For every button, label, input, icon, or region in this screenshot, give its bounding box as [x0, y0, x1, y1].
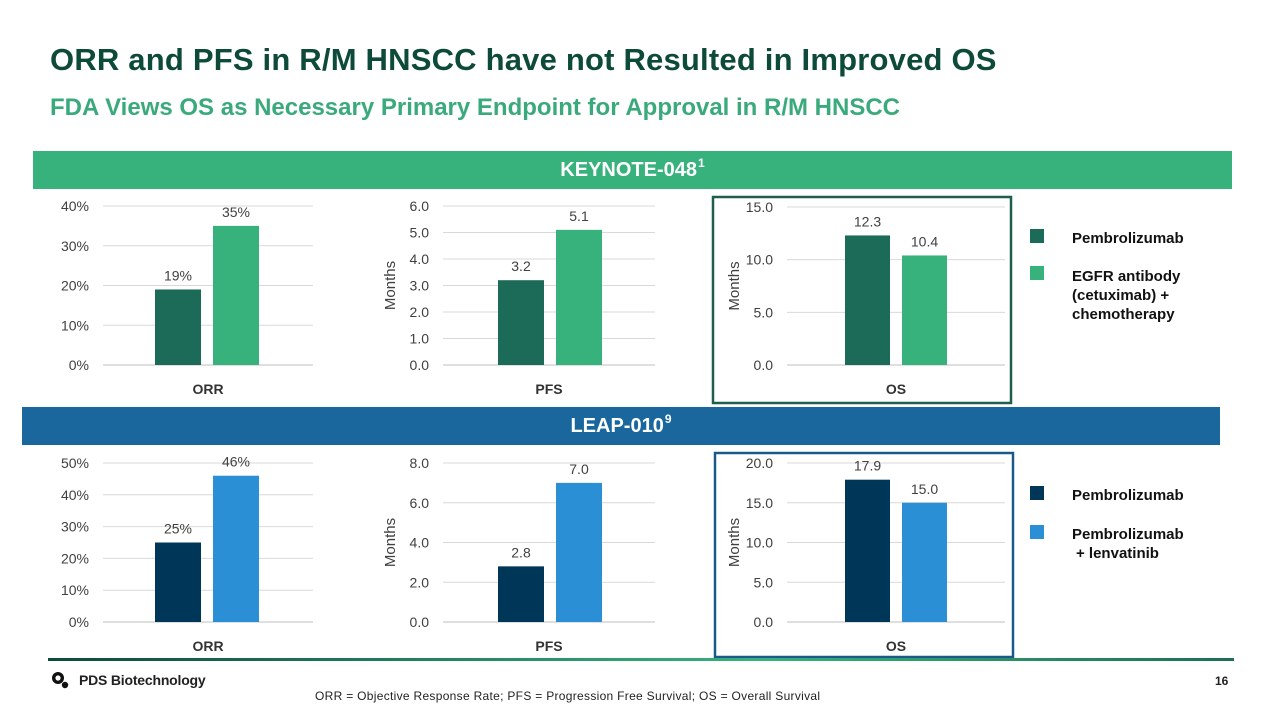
k-orr-category-label: ORR	[192, 381, 223, 397]
l-orr-category-label: ORR	[192, 638, 223, 654]
leap-legend-label-b-line2: + lenvatinib	[1076, 545, 1159, 562]
l-os-y-axis-label: Months	[726, 518, 743, 567]
l-os-highlight-frame	[713, 451, 1015, 659]
l-orr-data-label-1: 25%	[164, 521, 192, 537]
l-pfs-tick-label: 4.0	[410, 535, 430, 551]
keynote-legend-label-b-line1: EGFR antibody	[1072, 268, 1181, 285]
k-pfs-data-label-1: 3.2	[511, 258, 531, 274]
l-os-tick-label: 0.0	[754, 614, 774, 630]
company-logo: PDS Biotechnology	[50, 670, 206, 690]
l-orr-tick-label: 0%	[69, 614, 89, 630]
keynote-legend: Pembrolizumab EGFR antibody (cetuximab) …	[1030, 228, 1250, 328]
page-number: 16	[1215, 674, 1229, 688]
l-pfs-tick-label: 8.0	[410, 455, 430, 471]
k-pfs-data-label-2: 5.1	[569, 208, 589, 224]
k-pfs-tick-label: 1.0	[410, 331, 430, 347]
k-orr-tick-label: 0%	[69, 357, 89, 373]
l-pfs-data-label-2: 7.0	[569, 461, 589, 477]
k-orr-data-label-2: 35%	[222, 204, 250, 220]
footer-divider	[48, 658, 1234, 661]
k-pfs-tick-label: 5.0	[410, 225, 430, 241]
l-pfs-bar-1	[498, 566, 544, 622]
l-orr-tick-label: 20%	[61, 550, 89, 566]
leap-legend-label-a: Pembrolizumab	[1072, 487, 1184, 504]
keynote-legend-label-b-line2: (cetuximab) +	[1072, 287, 1170, 304]
k-os-category-label: OS	[886, 381, 906, 397]
l-orr-bar-1	[155, 542, 201, 622]
slide-title: ORR and PFS in R/M HNSCC have not Result…	[50, 42, 997, 77]
k-orr-tick-label: 40%	[61, 198, 89, 214]
l-orr-tick-label: 50%	[61, 455, 89, 471]
k-orr-tick-label: 10%	[61, 317, 89, 333]
k-orr-data-label-1: 19%	[164, 267, 192, 283]
keynote-band: KEYNOTE-048 1	[33, 151, 1232, 189]
l-pfs-tick-label: 0.0	[410, 614, 430, 630]
leap-legend-swatch-b	[1030, 525, 1044, 539]
l-pfs-category-label: PFS	[535, 638, 562, 654]
l-orr-tick-label: 10%	[61, 582, 89, 598]
keynote-legend-swatch-b	[1030, 266, 1044, 280]
leap-band: LEAP-010 9	[22, 407, 1220, 445]
k-pfs-tick-label: 2.0	[410, 304, 430, 320]
k-os-tick-label: 10.0	[746, 252, 773, 268]
k-os-bar-2	[902, 255, 947, 365]
l-pfs-tick-label: 2.0	[410, 574, 430, 590]
leap-legend-label-b-line1: Pembrolizumab	[1072, 526, 1184, 543]
k-os-tick-label: 15.0	[746, 199, 773, 215]
slide-subtitle: FDA Views OS as Necessary Primary Endpoi…	[50, 94, 900, 121]
l-os-tick-label: 10.0	[746, 535, 773, 551]
l-os-data-label-2: 15.0	[911, 481, 938, 497]
l-orr-data-label-2: 46%	[222, 454, 250, 470]
k-pfs-bar-2	[556, 229, 602, 365]
k-os-y-axis-label: Months	[726, 261, 743, 310]
l-os-category-label: OS	[886, 638, 906, 654]
k-orr-tick-label: 30%	[61, 238, 89, 254]
k-os-tick-label: 5.0	[754, 304, 774, 320]
k-pfs-tick-label: 0.0	[410, 357, 430, 373]
keynote-legend-label-a: Pembrolizumab	[1072, 230, 1184, 247]
footnote: ORR = Objective Response Rate; PFS = Pro…	[315, 689, 821, 703]
l-orr-tick-label: 30%	[61, 519, 89, 535]
k-os-bar-1	[845, 235, 890, 365]
l-os-bar-2	[902, 502, 947, 622]
k-os-highlight-frame	[711, 195, 1013, 405]
l-os-bar-1	[845, 479, 890, 622]
l-os-tick-label: 20.0	[746, 455, 773, 471]
l-pfs-y-axis-label: Months	[382, 518, 399, 567]
k-os-data-label-1: 12.3	[854, 213, 881, 229]
l-orr-bar-2	[213, 475, 259, 622]
l-os-tick-label: 5.0	[754, 574, 774, 590]
k-orr-tick-label: 20%	[61, 278, 89, 294]
k-os-tick-label: 0.0	[754, 357, 774, 373]
k-os-data-label-2: 10.4	[911, 233, 938, 249]
l-os-tick-label: 15.0	[746, 495, 773, 511]
logo-text: PDS Biotechnology	[79, 672, 206, 688]
l-os-data-label-1: 17.9	[854, 458, 881, 474]
k-pfs-bar-1	[498, 280, 544, 365]
l-pfs-data-label-1: 2.8	[511, 544, 531, 560]
k-pfs-y-axis-label: Months	[382, 261, 399, 310]
keynote-band-sup: 1	[698, 156, 705, 170]
k-pfs-tick-label: 4.0	[410, 251, 430, 267]
k-pfs-tick-label: 3.0	[410, 278, 430, 294]
keynote-legend-label-b-line3: chemotherapy	[1072, 306, 1175, 323]
keynote-band-label: KEYNOTE-048	[560, 158, 698, 181]
leap-legend-swatch-a	[1030, 486, 1044, 500]
logo-mark-icon	[52, 672, 69, 689]
l-orr-tick-label: 40%	[61, 487, 89, 503]
leap-legend: Pembrolizumab Pembrolizumab + lenvatinib	[1030, 485, 1250, 565]
l-pfs-bar-2	[556, 482, 602, 622]
l-pfs-tick-label: 6.0	[410, 495, 430, 511]
k-pfs-tick-label: 6.0	[410, 198, 430, 214]
keynote-legend-swatch-a	[1030, 229, 1044, 243]
leap-band-sup: 9	[664, 412, 672, 426]
leap-band-label: LEAP-010	[570, 414, 664, 437]
k-orr-bar-1	[155, 289, 201, 365]
k-pfs-category-label: PFS	[535, 381, 562, 397]
k-orr-bar-2	[213, 225, 259, 365]
